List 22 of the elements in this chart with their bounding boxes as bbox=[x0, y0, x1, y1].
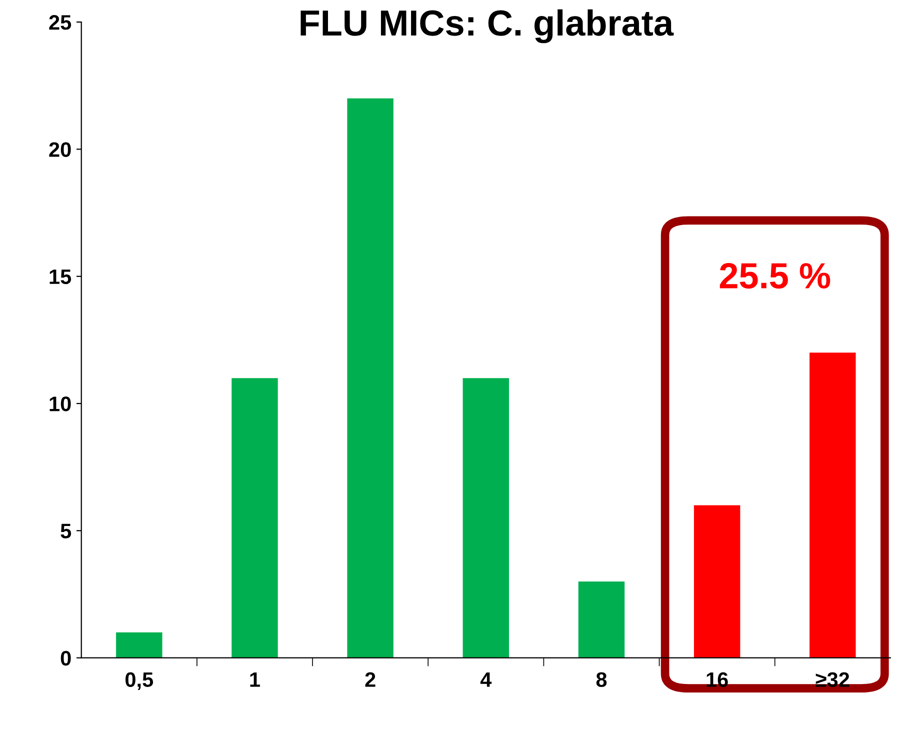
x-tick-label: 8 bbox=[596, 672, 607, 688]
bar bbox=[694, 505, 740, 658]
bar bbox=[232, 378, 278, 658]
x-tick-label: 2 bbox=[365, 672, 376, 687]
x-tick-label: 1 bbox=[250, 672, 260, 687]
bar bbox=[347, 98, 394, 658]
y-tick-label: 5 bbox=[60, 524, 72, 538]
chart-title: FLU MICs: C. glabrata bbox=[300, 9, 674, 44]
bar bbox=[116, 632, 162, 658]
y-tick-label: 20 bbox=[49, 142, 71, 157]
bar bbox=[810, 352, 856, 658]
x-tick-label: 4 bbox=[480, 672, 492, 687]
y-tick-label: 15 bbox=[50, 270, 72, 284]
x-tick-label: ≥32 bbox=[816, 672, 850, 688]
y-tick-label: 25 bbox=[49, 15, 72, 30]
annotation: 25.5 % bbox=[720, 263, 830, 289]
bar bbox=[462, 378, 510, 658]
y-tick-label: 10 bbox=[50, 396, 71, 412]
bar bbox=[578, 582, 625, 658]
y-tick-label: 0 bbox=[60, 650, 71, 666]
x-tick-label: 16 bbox=[706, 672, 728, 688]
x-tick-label: 0,5 bbox=[125, 672, 154, 690]
